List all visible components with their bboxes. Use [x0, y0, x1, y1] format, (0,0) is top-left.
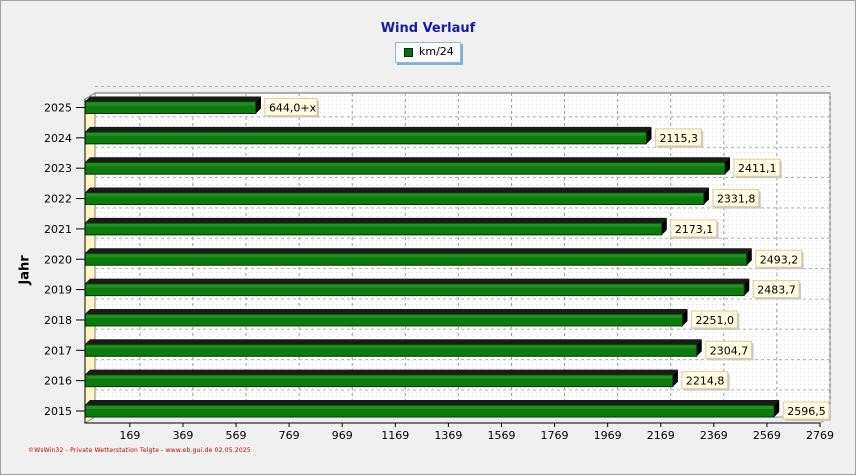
x-tick-label: 1969 — [594, 429, 622, 442]
data-label-box — [782, 401, 830, 420]
bar-side — [672, 369, 678, 387]
floor-wall — [83, 416, 832, 424]
bar-side — [703, 187, 709, 205]
data-label-box — [755, 249, 803, 268]
bar-highlight — [86, 284, 744, 288]
data-label: 2304,7 — [710, 344, 749, 357]
bar-top — [85, 96, 261, 102]
bar-highlight — [86, 102, 255, 106]
data-label-box — [691, 310, 738, 329]
legend-label: km/24 — [419, 45, 454, 58]
x-tick-label: 2769 — [806, 429, 834, 442]
data-label: 2596,5 — [787, 405, 826, 418]
x-tick-label: 969 — [332, 429, 353, 442]
bar-highlight — [86, 345, 696, 349]
data-label: 644,0+x — [269, 102, 317, 115]
y-tick-label: 2023 — [44, 162, 72, 175]
chart-title: Wind Verlauf — [380, 21, 476, 36]
bar-highlight — [86, 163, 724, 167]
data-label: 2251,0 — [696, 314, 735, 327]
y-tick-label: 2022 — [44, 193, 72, 206]
data-label-box — [752, 280, 800, 299]
y-tick-label: 2021 — [44, 223, 72, 236]
bar-side — [746, 248, 752, 266]
bar-top — [85, 217, 667, 223]
bar-side — [661, 217, 667, 235]
x-tick-label: 769 — [279, 429, 300, 442]
data-label: 2411,1 — [738, 162, 777, 175]
bar-side — [774, 400, 780, 417]
bar-side — [724, 157, 730, 175]
x-tick-label: 2369 — [700, 429, 728, 442]
x-tick-label: 169 — [119, 429, 140, 442]
bar-highlight — [86, 375, 672, 379]
bar-top — [85, 369, 678, 375]
y-tick-label: 2024 — [44, 132, 72, 145]
bar-top — [85, 248, 752, 254]
data-label: 2214,8 — [686, 375, 725, 388]
data-label-box — [264, 98, 318, 116]
x-tick-label: 1369 — [434, 429, 462, 442]
legend-swatch — [404, 48, 413, 57]
bar-side — [744, 278, 750, 296]
footer-credit: ©WsWin32 - Private Wetterstation Telgte … — [28, 447, 251, 454]
bar-highlight — [86, 314, 682, 318]
bar-side — [646, 126, 652, 144]
x-tick-label: 1169 — [381, 429, 409, 442]
y-tick-label: 2016 — [44, 375, 72, 388]
bar-side — [255, 96, 261, 114]
data-label: 2115,3 — [659, 132, 698, 145]
x-tick-label: 1569 — [487, 429, 515, 442]
bar-highlight — [86, 132, 646, 136]
bar-top — [85, 339, 702, 345]
y-tick-label: 2018 — [44, 314, 72, 327]
x-tick-label: 369 — [172, 429, 193, 442]
bar-top — [85, 278, 750, 284]
x-tick-label: 2569 — [753, 429, 781, 442]
bar-highlight — [86, 254, 746, 258]
data-label-box — [712, 189, 760, 208]
bar-highlight — [86, 223, 661, 227]
y-tick-label: 2015 — [44, 405, 72, 418]
x-tick-label: 2169 — [647, 429, 675, 442]
bar-top — [85, 157, 730, 163]
bar-top — [85, 187, 709, 193]
data-label-box — [670, 219, 718, 238]
y-tick-label: 2019 — [44, 284, 72, 297]
y-tick-label: 2025 — [44, 102, 72, 115]
x-tick-label: 1769 — [541, 429, 569, 442]
data-label-box — [654, 128, 702, 147]
data-label: 2331,8 — [717, 193, 756, 206]
bar-top — [85, 400, 780, 405]
data-label: 2493,2 — [760, 253, 799, 266]
legend: km/24 — [395, 42, 461, 63]
data-label-box — [681, 371, 729, 390]
bar-top — [85, 308, 688, 314]
y-tick-label: 2017 — [44, 344, 72, 357]
data-label: 2483,7 — [757, 284, 796, 297]
data-label-box — [705, 340, 753, 359]
data-label: 2173,1 — [675, 223, 714, 236]
data-label-box — [733, 158, 781, 177]
bar-side — [682, 308, 688, 326]
x-tick-label: 569 — [226, 429, 247, 442]
bar-highlight — [86, 193, 703, 197]
bar-side — [696, 339, 702, 357]
bar-top — [85, 126, 652, 132]
y-tick-label: 2020 — [44, 253, 72, 266]
bar-highlight — [86, 406, 774, 409]
